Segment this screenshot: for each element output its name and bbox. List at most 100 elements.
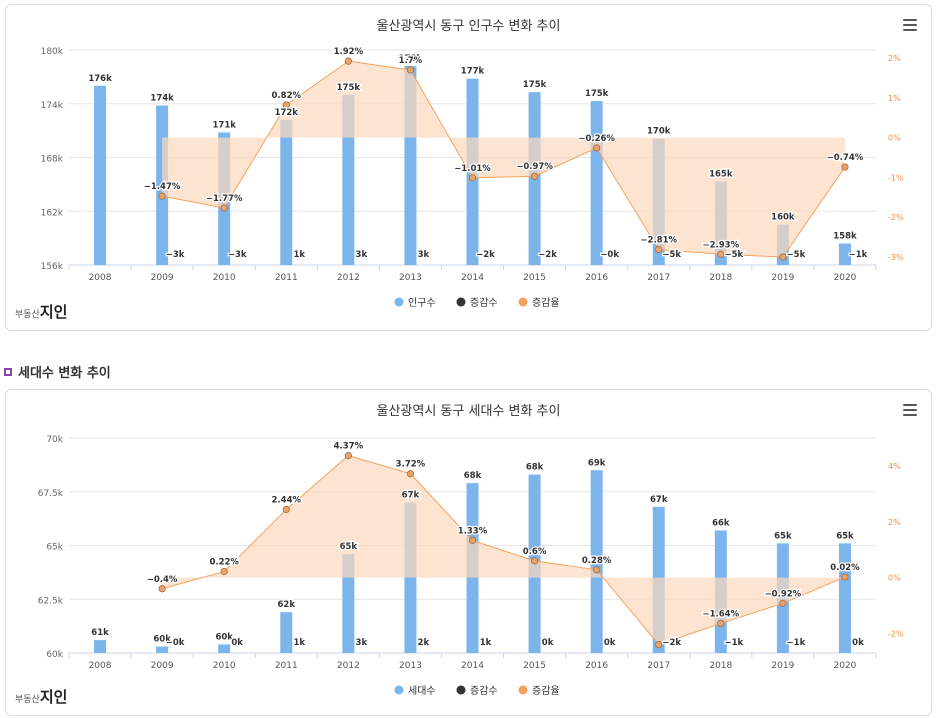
y2-tick-label: 0% (888, 574, 901, 583)
delta-label: −1k (787, 638, 806, 648)
square-bullet-icon (4, 368, 12, 376)
rate-label: −0.92% (765, 589, 802, 599)
x-tick-label: 2019 (771, 273, 794, 283)
x-tick-label: 2008 (89, 273, 112, 283)
delta-label: −5k (724, 250, 743, 260)
x-tick-label: 2013 (399, 661, 422, 671)
delta-label: 0k (542, 638, 554, 648)
rate-label: −0.97% (516, 162, 553, 172)
x-tick-label: 2015 (523, 273, 546, 283)
rate-point (158, 585, 166, 593)
rate-label: −0.26% (578, 134, 615, 144)
bar (838, 543, 851, 653)
y2-tick-label: 4% (888, 462, 901, 471)
rate-point (593, 144, 601, 152)
x-tick-label: 2014 (461, 273, 484, 283)
rate-point (841, 573, 849, 581)
x-tick-label: 2020 (834, 273, 857, 283)
delta-label: 3k (356, 638, 368, 648)
delta-label: −2k (662, 638, 681, 648)
rate-label: 0.22% (209, 557, 239, 567)
y-tick-label: 180k (41, 47, 64, 57)
rate-line (161, 455, 846, 646)
rate-label: 1.92% (334, 47, 364, 57)
x-tick-label: 2011 (275, 661, 298, 671)
rate-point (717, 250, 725, 258)
bar-value-label: 65k (340, 542, 358, 552)
rate-point (468, 174, 477, 182)
y2-tick-label: -2% (888, 629, 904, 638)
rate-point (530, 172, 539, 180)
rate-area (162, 455, 845, 645)
section-heading: 세대수 변화 추이 (4, 362, 111, 381)
legend-marker (456, 685, 466, 695)
rate-point (779, 599, 787, 607)
chart-menu-button[interactable] (903, 404, 917, 416)
y2-tick-label: 2% (888, 54, 901, 63)
rate-point (717, 619, 725, 628)
menu-icon (903, 404, 917, 406)
x-tick-label: 2011 (275, 273, 298, 283)
rate-label: −1.47% (144, 182, 181, 192)
rate-point (158, 192, 166, 200)
x-tick-label: 2018 (709, 661, 732, 671)
bar-value-label: 178k (399, 54, 423, 64)
rate-label: 4.37% (334, 442, 364, 452)
household-chart: 60k 62.5k 65k 67.5k 70k -2% 0% 2% 4% 2008 2009 2010… (38, 435, 904, 697)
bar (218, 644, 231, 653)
x-tick-label: 2015 (523, 661, 546, 671)
bar (280, 612, 293, 653)
bar-value-label: 174k (150, 94, 174, 104)
bar-value-label: 170k (647, 127, 671, 137)
rate-point (655, 641, 663, 649)
y-tick-label: 174k (41, 101, 64, 111)
legend-item: 세대수 (408, 685, 436, 697)
rate-label: 1.7% (399, 56, 423, 66)
rate-label: −0.4% (147, 575, 178, 585)
x-tick-label: 2020 (834, 661, 857, 671)
delta-label: −5k (662, 250, 681, 260)
y2-tick-label: -1% (888, 173, 904, 182)
x-tick-label: 2016 (585, 273, 608, 283)
y-tick-label: 67.5k (38, 489, 64, 499)
legend-marker (518, 297, 528, 307)
legend-item: 증감율 (532, 297, 560, 309)
bar-value-label: 160k (771, 213, 795, 223)
y2-tick-label: -3% (888, 253, 904, 262)
y-tick-label: 156k (41, 262, 64, 272)
delta-label: −3k (228, 250, 247, 260)
y-tick-label: 60k (46, 650, 63, 660)
bar-value-label: 158k (833, 232, 857, 242)
rate-label: 0.28% (582, 556, 612, 566)
rate-label: −0.74% (827, 153, 864, 163)
rate-point (593, 566, 601, 574)
bar (94, 85, 107, 265)
legend-marker (518, 685, 528, 695)
delta-label: 1k (293, 638, 305, 648)
delta-label: 3k (418, 250, 430, 260)
rate-label: −2.81% (640, 235, 677, 245)
x-tick-label: 2018 (709, 273, 732, 283)
y2-tick-label: 2% (888, 518, 901, 527)
x-tick-label: 2017 (647, 661, 670, 671)
rate-point (220, 567, 228, 576)
bar-value-label: 176k (88, 74, 112, 84)
x-tick-label: 2010 (213, 661, 236, 671)
rate-area (162, 61, 845, 258)
chart-menu-button[interactable] (903, 19, 917, 31)
delta-label: −1k (724, 638, 743, 648)
rate-point (406, 66, 415, 74)
x-tick-label: 2019 (771, 661, 794, 671)
legend-marker (456, 297, 466, 307)
rate-line (162, 60, 846, 258)
x-tick-label: 2016 (585, 661, 608, 671)
delta-label: −2k (476, 250, 495, 260)
y-tick-label: 168k (41, 155, 64, 165)
bar-value-label: 65k (836, 531, 854, 541)
y2-tick-label: 0% (888, 134, 901, 143)
population-chart: 156k 162k 168k 174k 180k -3% -2% -1% 0% 1% 2% 2008 2… (41, 46, 904, 309)
bar-value-label: 175k (585, 89, 609, 99)
bar-value-label: 61k (91, 628, 109, 638)
population-chart-panel: 울산광역시 동구 인구수 변화 추이 156k 162k 168k 174k 180k -… (5, 4, 932, 331)
legend-item: 인구수 (408, 297, 436, 309)
